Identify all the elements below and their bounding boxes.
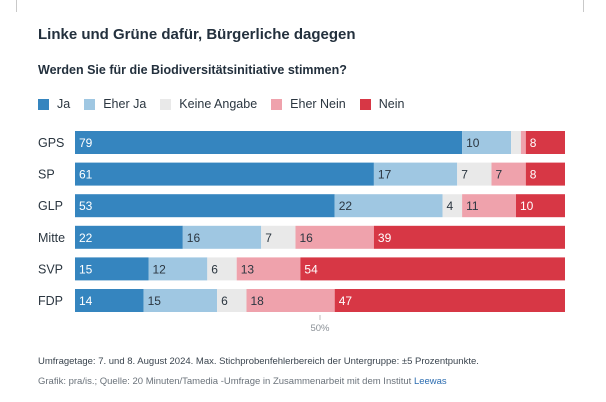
bar-mitte-nein: [373, 225, 565, 249]
value-label-svp-nein: 54: [304, 262, 318, 276]
bar-mitte-eher-ja: [182, 225, 262, 249]
bar-gps-keine-angabe: [511, 131, 521, 154]
legend-item-eher-nein: Eher Nein: [271, 97, 346, 111]
value-label-mitte-eher-ja: 16: [187, 231, 201, 245]
frame-line-left: [16, 0, 17, 12]
bar-svp-eher-nein: [236, 257, 301, 281]
bar-glp-nein: [516, 194, 565, 218]
bar-mitte-keine-angabe: [261, 225, 296, 249]
value-label-gps-nein: 8: [530, 136, 537, 150]
legend-item-nein: Nein: [359, 97, 405, 111]
value-label-fdp-keine-angabe: 6: [221, 294, 228, 308]
legend-label-eher-ja: Eher Ja: [103, 97, 147, 111]
bar-svp-eher-ja: [148, 257, 208, 281]
value-label-glp-ja: 53: [79, 199, 93, 213]
bar-fdp-keine-angabe: [217, 289, 247, 312]
value-label-mitte-eher-nein: 16: [300, 231, 314, 245]
bar-svp-keine-angabe: [207, 257, 237, 281]
legend-item-ja: Ja: [38, 97, 70, 111]
value-label-gps-ja: 79: [79, 136, 93, 150]
bar-mitte-ja: [75, 225, 183, 249]
value-label-svp-ja: 15: [79, 262, 93, 276]
category-label-sp: SP: [38, 168, 55, 182]
source-text: Grafik: pra/is.; Quelle: 20 Minuten/Tame…: [38, 376, 412, 387]
source-link[interactable]: Leewas: [413, 376, 447, 387]
legend-swatch-eher-ja: [84, 98, 96, 110]
value-label-fdp-ja: 14: [79, 294, 93, 308]
value-label-svp-keine-angabe: 6: [211, 262, 218, 276]
bar-fdp-nein: [334, 289, 565, 312]
bar-sp-keine-angabe: [457, 162, 492, 186]
bar-glp-eher-ja: [334, 194, 443, 218]
bar-sp-nein: [525, 162, 565, 186]
bar-glp-ja: [75, 194, 335, 218]
bar-mitte-eher-nein: [295, 225, 374, 249]
legend-label-nein: Nein: [378, 97, 405, 111]
value-label-sp-nein: 8: [530, 168, 537, 182]
legend-label-eher-nein: Eher Nein: [290, 97, 346, 111]
value-label-fdp-eher-nein: 18: [251, 294, 265, 308]
source-line: Grafik: pra/is.; Quelle: 20 Minuten/Tame…: [38, 376, 447, 387]
value-label-sp-eher-nein: 7: [496, 168, 503, 182]
legend-swatch-keine-angabe: [160, 98, 172, 110]
value-label-mitte-keine-angabe: 7: [265, 231, 272, 245]
legend-label-ja: Ja: [57, 97, 71, 111]
category-label-mitte: Mitte: [38, 231, 65, 245]
bar-gps-ja: [75, 131, 463, 154]
reference-label-50: 50%: [310, 323, 330, 334]
category-label-svp: SVP: [38, 262, 63, 276]
value-label-glp-eher-ja: 22: [339, 199, 353, 213]
bar-sp-ja: [75, 162, 374, 186]
frame-line-right: [583, 0, 584, 12]
value-label-fdp-nein: 47: [339, 294, 353, 308]
value-label-fdp-eher-ja: 15: [148, 294, 162, 308]
bar-gps-nein: [525, 131, 565, 154]
bar-gps-eher-ja: [462, 131, 512, 154]
legend: Ja Eher Ja Keine Angabe Eher Nein Nein: [38, 97, 418, 111]
bar-svp-ja: [75, 257, 149, 281]
legend-swatch-eher-nein: [271, 98, 283, 110]
value-label-glp-eher-nein: 11: [466, 199, 479, 213]
legend-label-keine-angabe: Keine Angabe: [179, 97, 258, 111]
bar-glp-keine-angabe: [442, 194, 463, 218]
bar-sp-eher-nein: [491, 162, 526, 186]
legend-item-keine-angabe: Keine Angabe: [160, 97, 257, 111]
chart-subtitle: Werden Sie für die Biodiversitätsinitiat…: [38, 63, 347, 77]
legend-swatch-ja: [38, 98, 49, 110]
footnote: Umfragetage: 7. und 8. August 2024. Max.…: [38, 356, 479, 367]
bar-fdp-eher-nein: [246, 289, 335, 312]
bar-svp-nein: [300, 257, 565, 281]
value-label-sp-eher-ja: 17: [378, 168, 392, 182]
value-label-svp-eher-ja: 12: [153, 262, 167, 276]
value-label-mitte-nein: 39: [378, 231, 392, 245]
value-label-svp-eher-nein: 13: [241, 262, 255, 276]
category-label-gps: GPS: [38, 136, 64, 150]
bar-fdp-eher-ja: [143, 289, 218, 312]
legend-swatch-nein: [359, 98, 371, 110]
value-label-sp-keine-angabe: 7: [461, 168, 468, 182]
category-label-fdp: FDP: [38, 294, 63, 308]
category-label-glp: GLP: [38, 199, 63, 213]
bar-gps-eher-nein: [520, 131, 526, 154]
bar-sp-eher-ja: [373, 162, 458, 186]
value-label-glp-nein: 10: [520, 199, 534, 213]
value-label-sp-ja: 61: [79, 168, 93, 182]
value-label-glp-keine-angabe: 4: [447, 199, 454, 213]
chart-title: Linke und Grüne dafür, Bürgerliche dageg…: [38, 26, 356, 43]
legend-item-eher-ja: Eher Ja: [84, 97, 146, 111]
bar-glp-eher-nein: [462, 194, 516, 218]
value-label-mitte-ja: 22: [79, 231, 93, 245]
bar-fdp-ja: [75, 289, 144, 312]
value-label-gps-eher-ja: 10: [466, 136, 480, 150]
